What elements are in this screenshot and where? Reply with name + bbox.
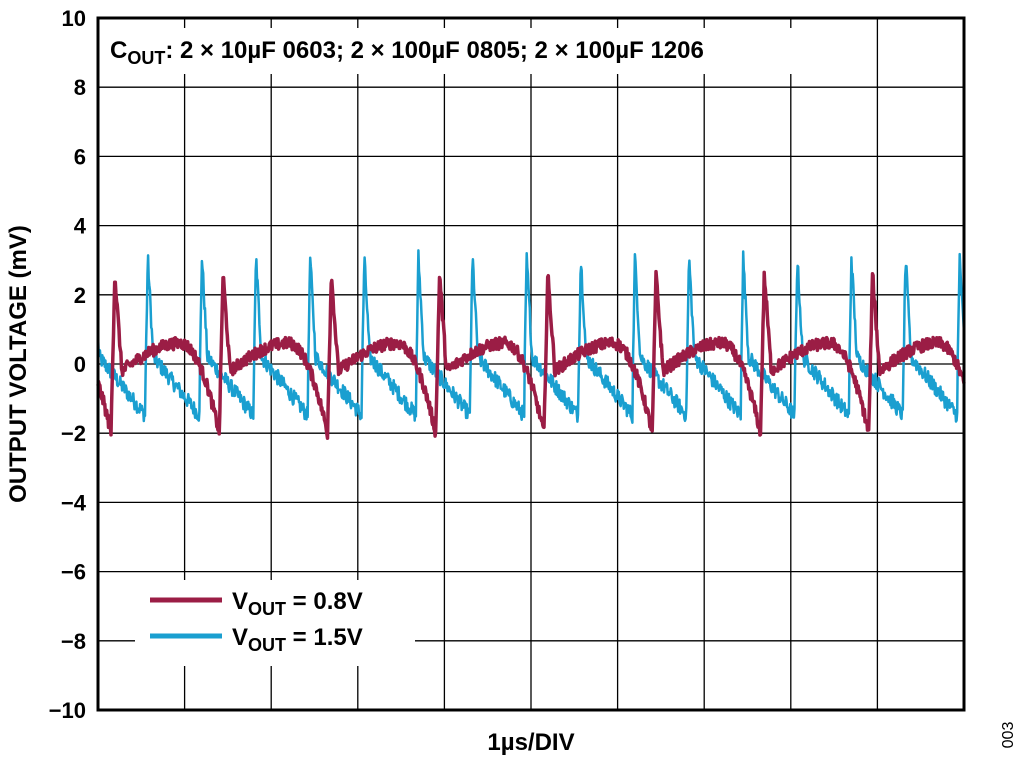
y-tick-label: 0 <box>74 352 86 377</box>
annotation-subscript: OUT <box>127 48 165 68</box>
legend-rest: = 0.8V <box>286 588 363 615</box>
legend-subscript: OUT <box>248 635 286 655</box>
figure-id: 003 <box>1000 722 1017 749</box>
x-axis-label: 1µs/DIV <box>487 729 574 756</box>
y-axis-label: OUTPUT VOLTAGE (mV) <box>5 225 32 503</box>
legend-entry-vout-0-8v: VOUT = 0.8V <box>232 588 363 619</box>
legend-rest: = 1.5V <box>286 624 363 651</box>
legend-entry-vout-1-5v: VOUT = 1.5V <box>232 624 363 655</box>
y-tick-label: 2 <box>74 283 86 308</box>
plot-frame <box>96 16 966 712</box>
annotation-box: COUT: 2 × 10µF 0603; 2 × 100µF 0805; 2 ×… <box>102 28 810 74</box>
y-tick-label: −4 <box>61 490 87 515</box>
legend-subscript: OUT <box>248 599 286 619</box>
y-tick-label: −10 <box>49 698 86 723</box>
series-line-vout-1-5v <box>96 249 966 424</box>
y-tick-label: 8 <box>74 75 86 100</box>
y-tick-label: −8 <box>61 629 86 654</box>
series-line-vout-0-8v <box>96 269 966 440</box>
y-tick-label: 10 <box>62 6 86 31</box>
annotation-background <box>102 28 810 74</box>
grid-lines <box>98 18 964 710</box>
annotation-text: COUT: 2 × 10µF 0603; 2 × 100µF 0805; 2 ×… <box>110 37 704 68</box>
y-tick-label: 6 <box>74 144 86 169</box>
y-tick-label: 4 <box>74 214 87 239</box>
annotation-rest: : 2 × 10µF 0603; 2 × 100µF 0805; 2 × 100… <box>165 37 704 64</box>
y-tick-label: −2 <box>61 421 86 446</box>
legend-main: V <box>232 624 248 651</box>
series-layer <box>96 249 966 440</box>
legend: VOUT = 0.8V VOUT = 1.5V <box>135 580 415 666</box>
y-tick-label: −6 <box>61 560 86 585</box>
legend-main: V <box>232 588 248 615</box>
legend-background <box>135 580 415 666</box>
y-tick-labels: 10 8 6 4 2 0 −2 −4 −6 −8 −10 <box>49 6 87 723</box>
annotation-main: C <box>110 37 127 64</box>
